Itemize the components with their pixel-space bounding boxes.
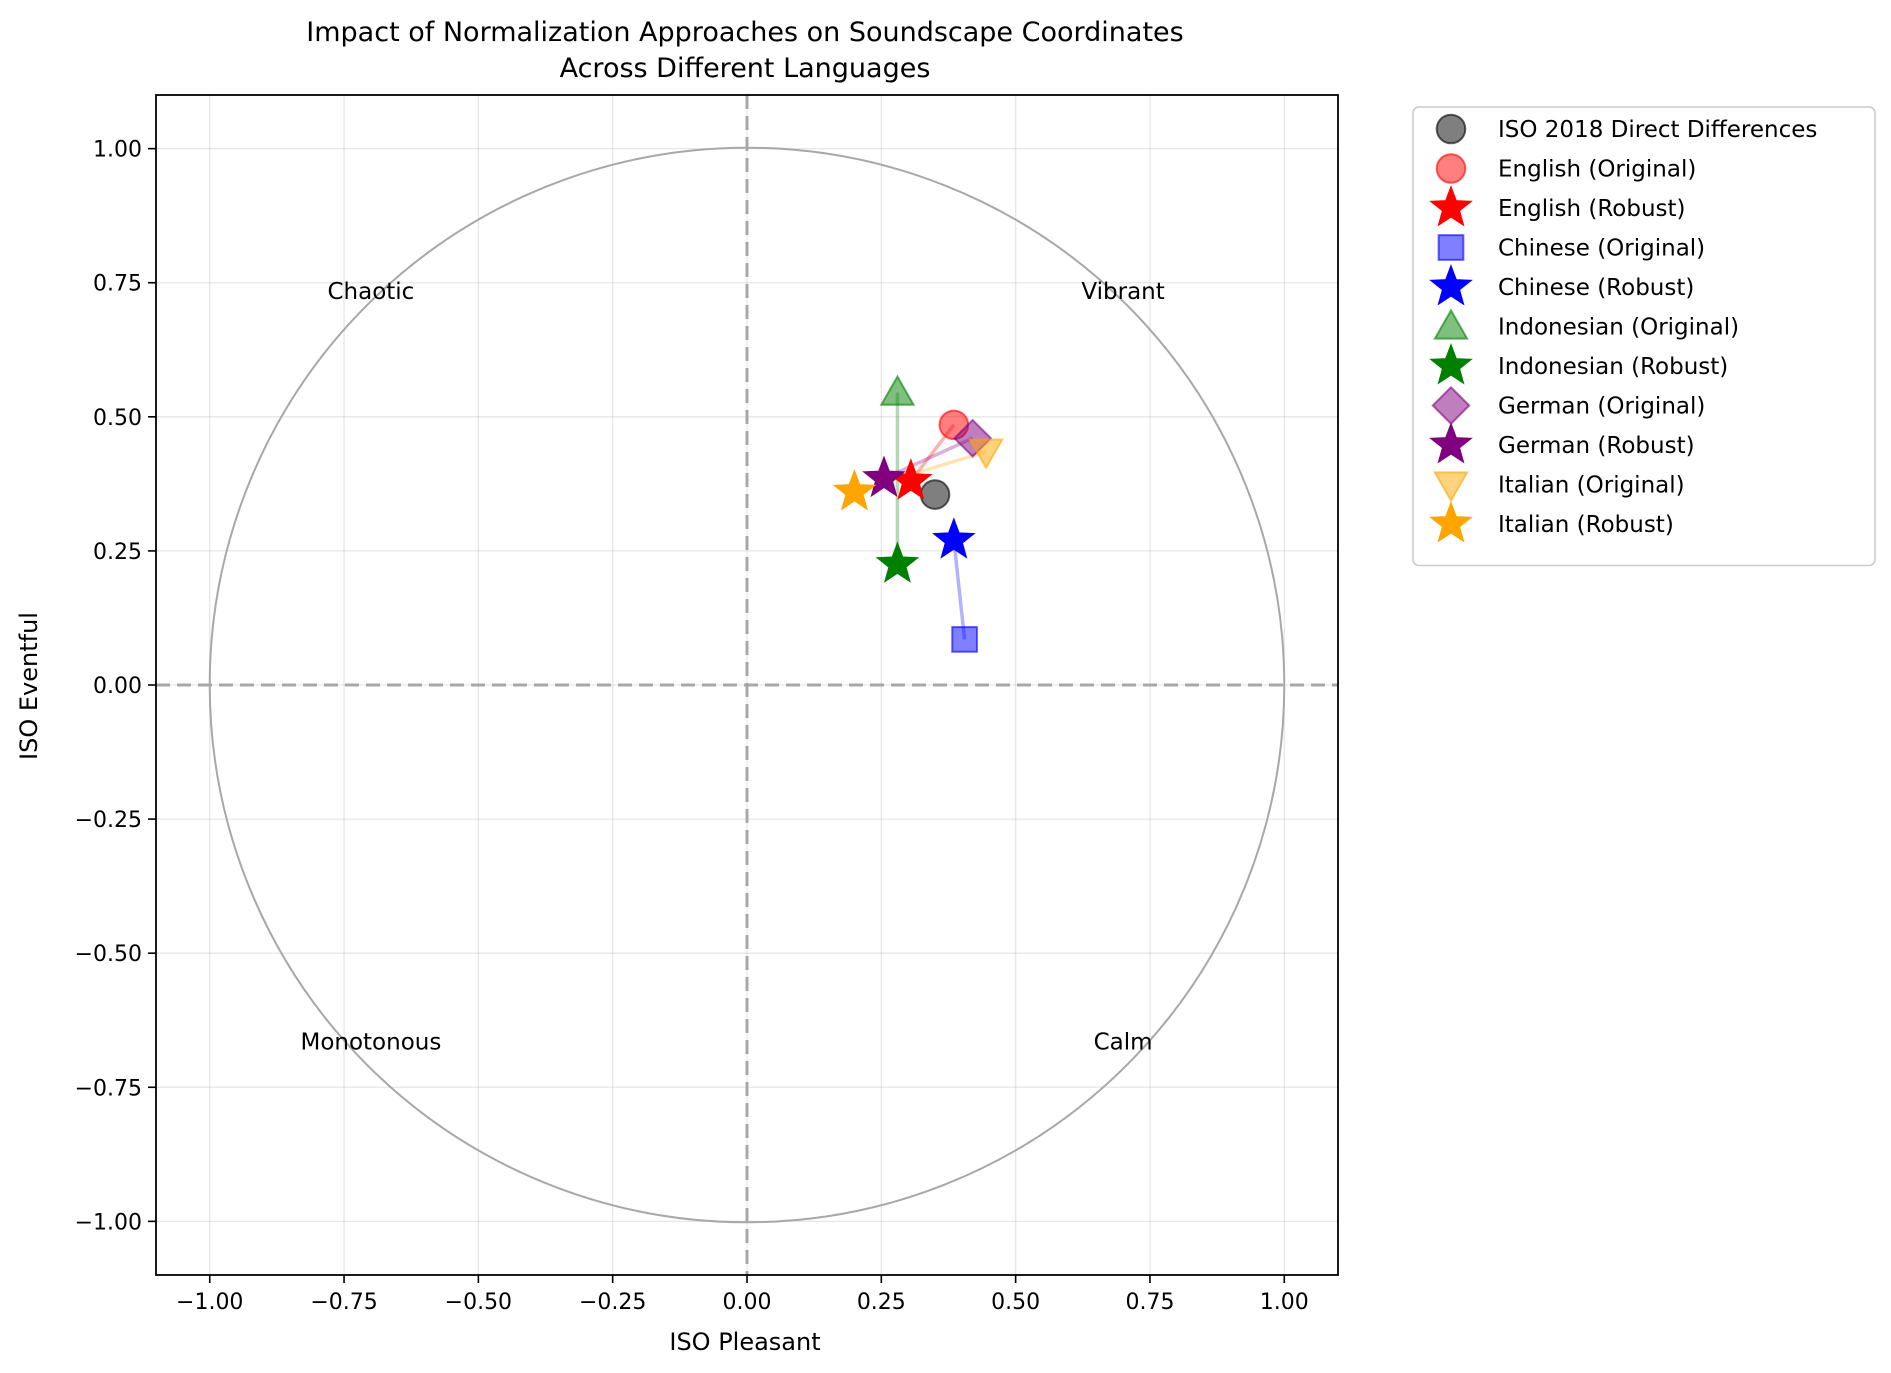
point-indonesian-robust xyxy=(875,541,920,583)
axis-ticks: −1.00 −0.75 −0.50 −0.25 0.00 0.25 0.50 0.75 1.00… xyxy=(75,94,1339,1315)
region-label-vibrant: Vibrant xyxy=(1081,279,1164,305)
legend-marker-italian-original xyxy=(1433,471,1469,503)
y-tick-label: −0.75 xyxy=(75,1076,142,1101)
legend-marker-german-robust xyxy=(1429,422,1473,464)
legend-label: Chinese (Original) xyxy=(1498,236,1705,262)
legend-marker-iso-2018-direct-differences xyxy=(1435,113,1467,145)
legend-label: Italian (Original) xyxy=(1498,473,1685,499)
x-tick-label: 0.25 xyxy=(857,1290,906,1315)
point-german-robust xyxy=(862,455,906,498)
region-label-chaotic: Chaotic xyxy=(327,279,414,305)
y-tick-label: 0.75 xyxy=(93,272,142,297)
y-tick-label: 0.00 xyxy=(93,674,142,699)
legend-marker-indonesian-robust xyxy=(1429,343,1473,385)
region-label-calm: Calm xyxy=(1094,1030,1153,1056)
region-label-monotonous: Monotonous xyxy=(300,1030,441,1056)
legend-label: German (Original) xyxy=(1498,394,1705,420)
connector-line xyxy=(952,539,967,640)
x-tick-label: 0.50 xyxy=(991,1290,1040,1315)
legend-marker-chinese-original xyxy=(1437,234,1465,261)
legend-label: Chinese (Robust) xyxy=(1498,275,1694,301)
y-tick-label: −0.50 xyxy=(75,942,142,967)
legend: ISO 2018 Direct Differences English (Orig… xyxy=(1412,106,1876,567)
legend-label: English (Robust) xyxy=(1498,196,1686,222)
y-tick-label: 1.00 xyxy=(93,138,142,163)
point-chinese-robust xyxy=(932,517,976,559)
x-tick-label: −0.75 xyxy=(310,1290,377,1315)
plot-area: Chaotic Vibrant Monotonous Calm xyxy=(156,95,1338,1275)
chart-title-line2: Across Different Languages xyxy=(560,53,931,84)
y-tick-label: 0.25 xyxy=(93,540,142,565)
y-tick-label: 0.50 xyxy=(93,406,142,431)
x-tick-label: 0.00 xyxy=(723,1290,772,1315)
y-tick-label: −1.00 xyxy=(75,1210,142,1235)
legend-label: ISO 2018 Direct Differences xyxy=(1498,117,1817,143)
y-tick-label: −0.25 xyxy=(75,808,142,833)
point-indonesian-original xyxy=(879,374,916,406)
x-tick-label: 0.75 xyxy=(1125,1290,1174,1315)
legend-marker-chinese-robust xyxy=(1429,264,1473,306)
x-axis-label: ISO Pleasant xyxy=(669,1328,820,1356)
legend-marker-english-original xyxy=(1435,153,1467,184)
x-tick-label: −0.25 xyxy=(579,1290,646,1315)
legend-marker-indonesian-original xyxy=(1433,308,1469,340)
chart-title-line1: Impact of Normalization Approaches on So… xyxy=(306,17,1183,48)
point-chinese-original xyxy=(951,626,978,653)
legend-label: Indonesian (Robust) xyxy=(1498,354,1728,380)
legend-label: Italian (Robust) xyxy=(1498,512,1674,538)
legend-marker-english-robust xyxy=(1429,185,1473,227)
point-italian-robust xyxy=(832,468,877,511)
point-iso-2018-direct-differences xyxy=(919,479,951,510)
x-tick-label: 1.00 xyxy=(1260,1290,1309,1315)
x-tick-label: −1.00 xyxy=(176,1290,243,1315)
legend-label: Indonesian (Original) xyxy=(1498,315,1739,341)
x-tick-label: −0.50 xyxy=(445,1290,512,1315)
legend-marker-italian-robust xyxy=(1429,501,1473,543)
legend-label: German (Robust) xyxy=(1498,433,1695,459)
legend-frame xyxy=(1412,106,1876,567)
y-axis-label: ISO Eventful xyxy=(15,612,43,760)
legend-label: English (Original) xyxy=(1498,157,1696,183)
point-italian-original xyxy=(968,438,1004,470)
